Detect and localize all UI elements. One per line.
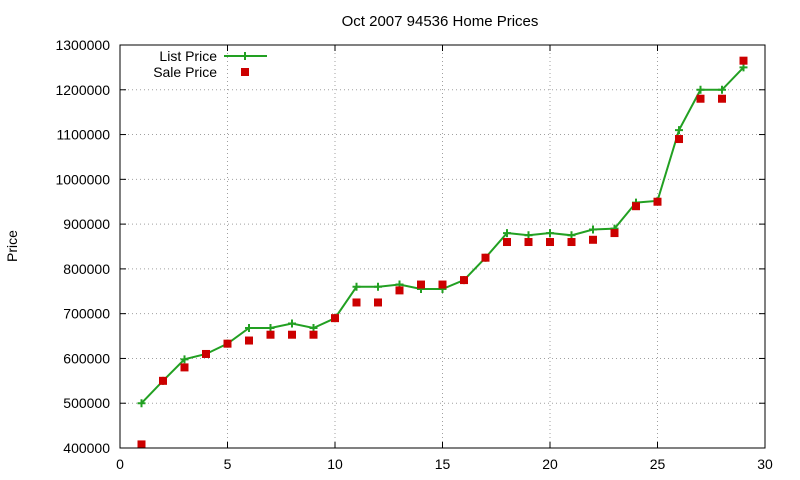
x-tick-label: 25 [650, 456, 666, 472]
data-point [718, 85, 726, 94]
data-point [460, 276, 468, 285]
legend-label: List Price [159, 48, 217, 64]
y-tick-label: 1300000 [55, 37, 110, 53]
data-point [653, 197, 662, 206]
data-point [567, 231, 576, 240]
y-tick-label: 1100000 [57, 127, 111, 143]
data-point [718, 94, 726, 103]
data-point [739, 56, 748, 65]
data-point [202, 349, 210, 358]
data-point [675, 135, 683, 144]
data-point [739, 63, 748, 72]
x-tick-label: 30 [757, 456, 773, 472]
x-tick-label: 0 [116, 456, 124, 472]
plot-frame [119, 44, 766, 449]
data-point [288, 319, 296, 328]
data-point [374, 298, 382, 307]
data-point [589, 235, 597, 244]
data-point [223, 339, 232, 348]
y-tick-label: 700000 [63, 306, 110, 322]
series-list-price [137, 63, 748, 408]
data-point [352, 282, 361, 291]
data-point [309, 330, 318, 339]
data-point [546, 238, 554, 247]
y-tick-label: 800000 [63, 261, 110, 277]
data-point [159, 376, 167, 385]
data-point [503, 229, 511, 238]
data-point [180, 355, 189, 364]
data-point [137, 399, 146, 408]
data-point [546, 229, 554, 238]
data-point [309, 323, 318, 332]
data-point [417, 280, 425, 289]
data-point [696, 85, 705, 94]
data-point [331, 314, 339, 323]
data-point [266, 330, 275, 339]
series-layer [137, 56, 748, 449]
tick-labels: 0 5 10 15 20 25 30 400000 500000 600000 700000 8000… [55, 37, 773, 472]
data-point [395, 286, 404, 295]
y-tick-label: 400000 [63, 440, 110, 456]
data-point [245, 336, 253, 345]
data-point [438, 280, 447, 289]
legend-label: Sale Price [153, 64, 217, 80]
y-tick-label: 900000 [63, 216, 110, 232]
legend-swatch-marker [241, 52, 249, 60]
y-axis-label: Price [4, 230, 20, 262]
y-tick-label: 1000000 [55, 171, 110, 187]
data-point [374, 282, 382, 291]
x-tick-label: 20 [542, 456, 558, 472]
x-tick-label: 5 [224, 456, 232, 472]
series-sale-price [137, 56, 748, 449]
data-point [245, 323, 253, 332]
data-point [589, 225, 597, 234]
data-point [696, 94, 705, 103]
x-tick-label: 15 [435, 456, 451, 472]
grid-lines [120, 45, 765, 448]
data-point [137, 440, 146, 449]
data-point [675, 126, 683, 135]
y-tick-label: 500000 [63, 395, 110, 411]
legend-swatch-marker [241, 68, 249, 76]
x-tick-label: 10 [327, 456, 343, 472]
chart-title: Oct 2007 94536 Home Prices [342, 13, 539, 30]
data-point [288, 330, 296, 339]
data-point [567, 238, 576, 247]
data-point [610, 229, 619, 238]
y-tick-label: 1200000 [55, 82, 110, 98]
data-point [352, 298, 361, 307]
data-point [524, 231, 533, 240]
data-point [180, 363, 189, 372]
data-point [503, 238, 511, 247]
y-tick-label: 600000 [63, 350, 110, 366]
data-point [632, 202, 640, 211]
data-point [481, 253, 490, 262]
data-point [524, 238, 533, 247]
data-point [266, 323, 275, 332]
